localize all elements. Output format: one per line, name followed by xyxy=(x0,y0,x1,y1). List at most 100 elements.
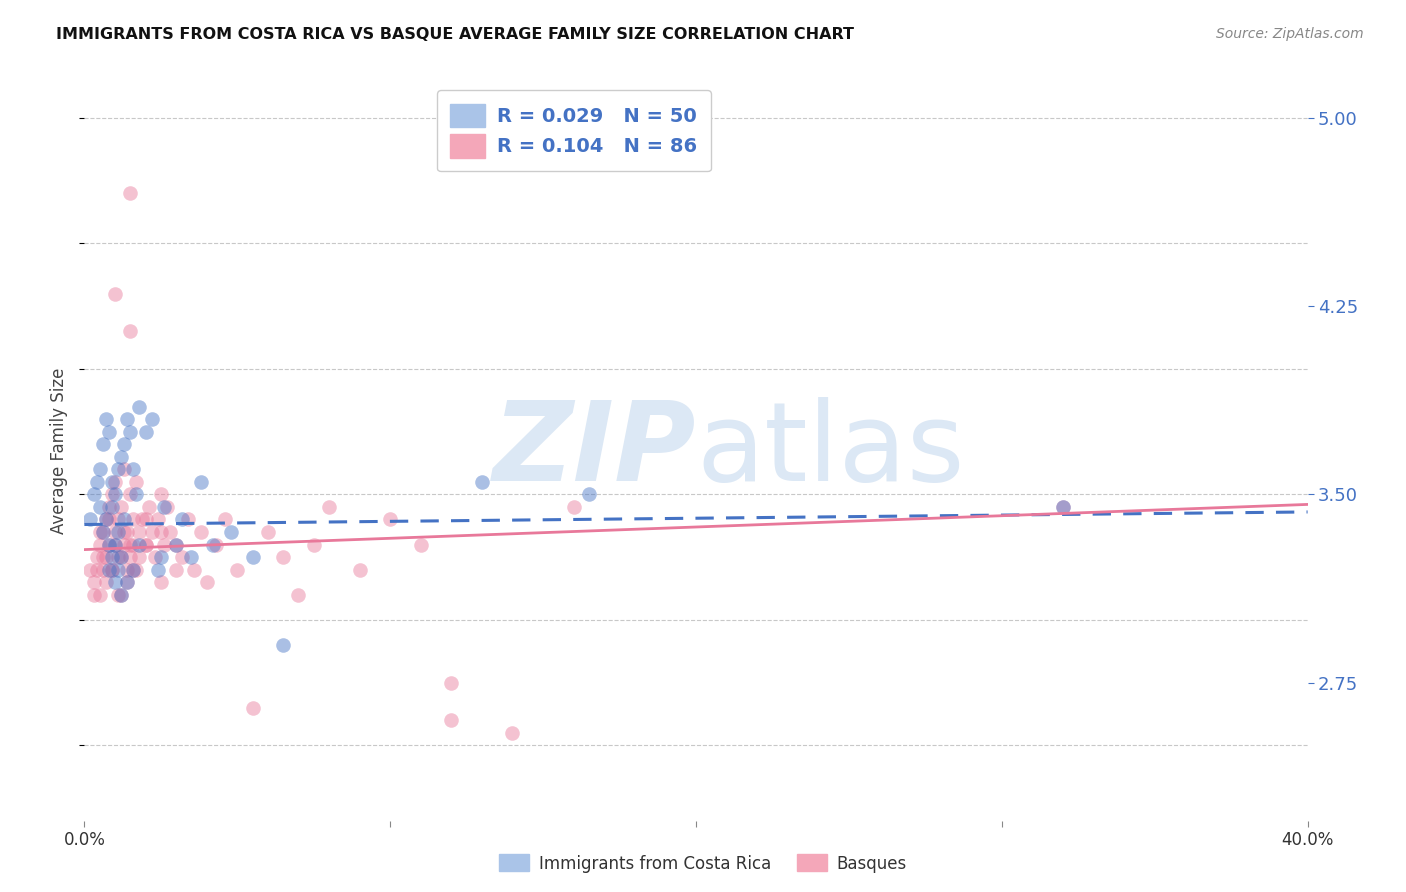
Point xyxy=(172,550,194,565)
Point xyxy=(97,538,120,552)
Point xyxy=(128,400,150,414)
Point xyxy=(94,575,117,590)
Point xyxy=(94,512,117,526)
Point xyxy=(177,512,200,526)
Point xyxy=(201,538,224,552)
Point xyxy=(302,538,325,552)
Point xyxy=(101,475,124,489)
Point xyxy=(502,726,524,740)
Point xyxy=(79,512,101,526)
Point xyxy=(120,425,142,439)
Point xyxy=(153,500,176,514)
Point xyxy=(122,512,145,526)
Point xyxy=(112,437,135,451)
Point xyxy=(205,538,228,552)
Point xyxy=(83,588,105,602)
Point xyxy=(107,462,129,476)
Point xyxy=(440,675,463,690)
Point xyxy=(89,462,111,476)
Point xyxy=(101,550,124,565)
Point xyxy=(440,713,463,727)
Point xyxy=(149,550,172,565)
Point xyxy=(104,575,127,590)
Point xyxy=(349,563,371,577)
Point xyxy=(115,412,138,426)
Point xyxy=(104,524,127,539)
Point xyxy=(180,550,202,565)
Point xyxy=(86,550,108,565)
Point xyxy=(128,524,150,539)
Point xyxy=(101,563,124,577)
Point xyxy=(89,524,111,539)
Point xyxy=(578,487,600,501)
Point xyxy=(125,475,148,489)
Point xyxy=(1052,500,1074,514)
Point xyxy=(271,550,294,565)
Point xyxy=(135,425,157,439)
Point xyxy=(115,524,138,539)
Point xyxy=(153,538,176,552)
Point xyxy=(141,412,163,426)
Point xyxy=(159,524,181,539)
Point xyxy=(94,550,117,565)
Point xyxy=(110,450,132,464)
Point xyxy=(91,563,114,577)
Point xyxy=(195,575,218,590)
Point xyxy=(128,550,150,565)
Point xyxy=(226,563,249,577)
Y-axis label: Average Family Size: Average Family Size xyxy=(51,368,69,533)
Point xyxy=(271,638,294,652)
Point xyxy=(83,575,105,590)
Text: ZIP: ZIP xyxy=(492,397,696,504)
Point xyxy=(242,550,264,565)
Text: atlas: atlas xyxy=(696,397,965,504)
Point xyxy=(83,487,105,501)
Point xyxy=(89,538,111,552)
Point xyxy=(110,550,132,565)
Point xyxy=(120,186,142,201)
Point xyxy=(562,500,585,514)
Point xyxy=(149,575,172,590)
Point xyxy=(107,512,129,526)
Point xyxy=(110,500,132,514)
Point xyxy=(242,700,264,714)
Point xyxy=(79,563,101,577)
Point xyxy=(125,563,148,577)
Point xyxy=(97,425,120,439)
Point xyxy=(115,563,138,577)
Point xyxy=(143,550,166,565)
Point xyxy=(115,575,138,590)
Text: Source: ZipAtlas.com: Source: ZipAtlas.com xyxy=(1216,27,1364,41)
Point xyxy=(110,588,132,602)
Point xyxy=(112,462,135,476)
Point xyxy=(122,462,145,476)
Point xyxy=(190,524,212,539)
Point xyxy=(107,524,129,539)
Point xyxy=(149,487,172,501)
Point xyxy=(135,512,157,526)
Point xyxy=(149,524,172,539)
Point xyxy=(101,487,124,501)
Point xyxy=(104,487,127,501)
Point xyxy=(110,588,132,602)
Point xyxy=(183,563,205,577)
Point xyxy=(89,588,111,602)
Point xyxy=(122,538,145,552)
Point xyxy=(141,524,163,539)
Point xyxy=(120,324,142,338)
Point xyxy=(112,512,135,526)
Point xyxy=(112,538,135,552)
Point xyxy=(146,563,169,577)
Point xyxy=(97,500,120,514)
Point xyxy=(138,500,160,514)
Point xyxy=(380,512,402,526)
Point xyxy=(86,563,108,577)
Point xyxy=(89,500,111,514)
Point xyxy=(104,475,127,489)
Point xyxy=(146,512,169,526)
Text: IMMIGRANTS FROM COSTA RICA VS BASQUE AVERAGE FAMILY SIZE CORRELATION CHART: IMMIGRANTS FROM COSTA RICA VS BASQUE AVE… xyxy=(56,27,855,42)
Point xyxy=(97,563,120,577)
Point xyxy=(471,475,494,489)
Point xyxy=(101,563,124,577)
Point xyxy=(107,550,129,565)
